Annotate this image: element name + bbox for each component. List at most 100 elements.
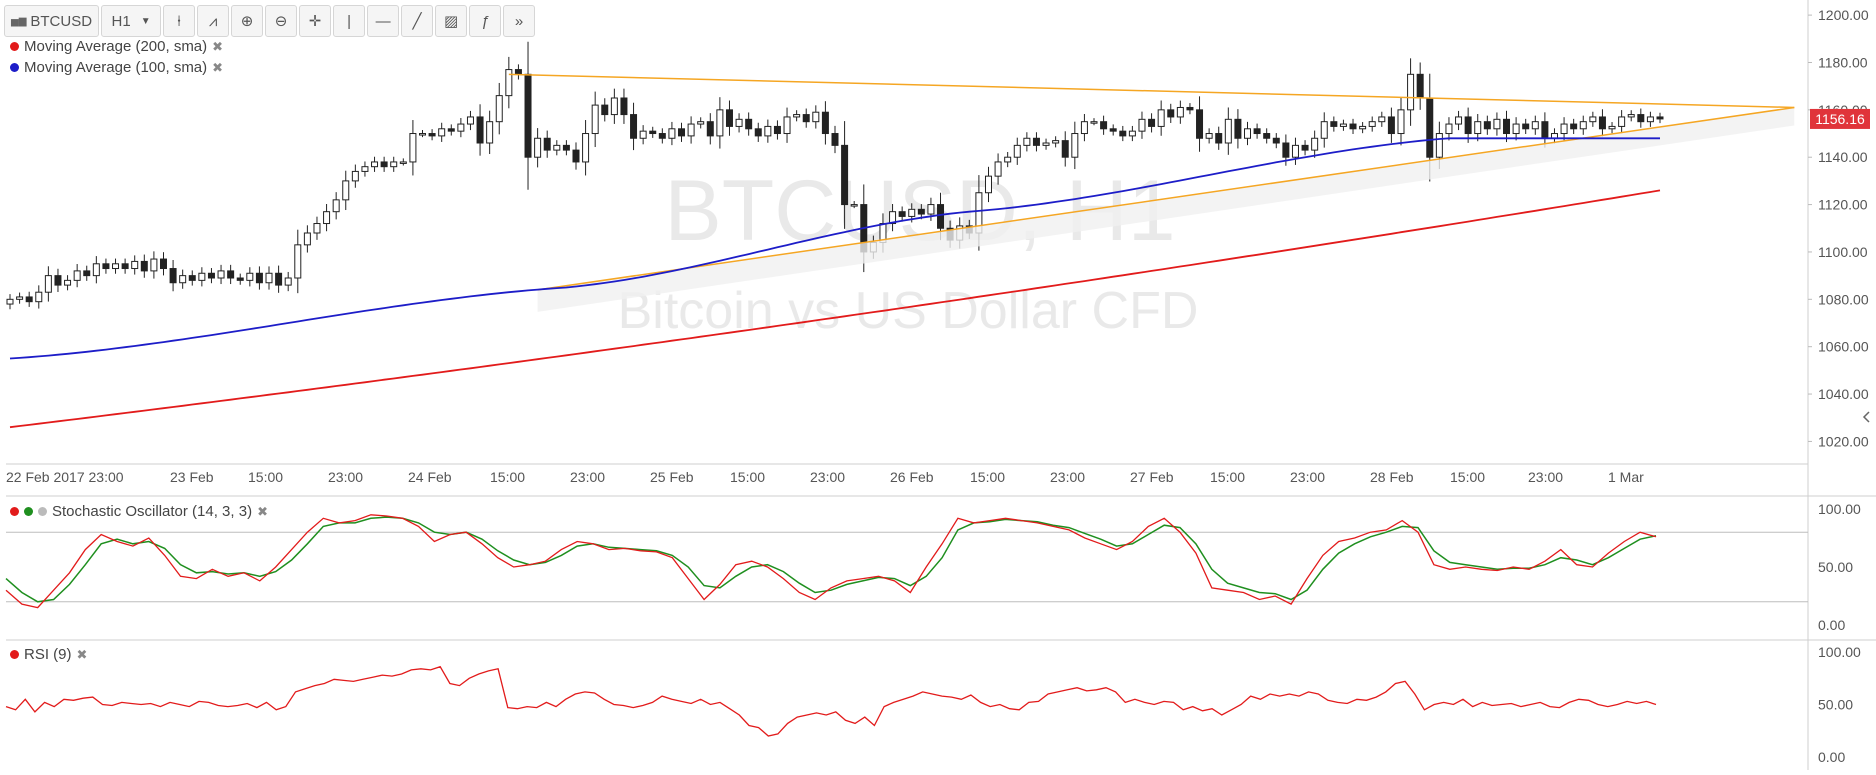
candle: [246, 267, 254, 287]
price-tick-label: 1020.00: [1818, 433, 1869, 449]
ma100-color-dot: [10, 63, 19, 72]
candle-body: [1608, 125, 1616, 130]
candle-body: [1042, 142, 1050, 146]
indicators-button[interactable]: ⩘: [197, 5, 230, 37]
candle: [188, 270, 196, 286]
crosshair-button[interactable]: ✛: [299, 5, 332, 37]
candle-body: [821, 111, 829, 135]
candle-body: [390, 161, 398, 168]
function-icon: ƒ: [480, 12, 490, 30]
candle-body: [44, 275, 52, 293]
candle-body: [1627, 114, 1635, 118]
candle-body: [1483, 121, 1491, 130]
candle: [1483, 115, 1491, 135]
candle-body: [1234, 118, 1242, 139]
price-tick-label: 1040.00: [1818, 386, 1869, 402]
resolution-label: H1: [111, 12, 131, 30]
candle: [745, 112, 753, 136]
candle: [687, 116, 695, 144]
close-icon[interactable]: ✖: [212, 38, 224, 54]
candle-body: [524, 73, 532, 158]
resolution-dropdown[interactable]: H1 ▼: [101, 5, 162, 37]
candle-body: [35, 291, 43, 303]
candle: [994, 153, 1002, 185]
candle-body: [361, 166, 369, 172]
close-icon[interactable]: ✖: [257, 503, 268, 519]
candle: [1579, 115, 1587, 135]
candle-body: [1167, 109, 1175, 118]
candle: [812, 105, 820, 129]
fibonacci-button[interactable]: ▨: [435, 5, 468, 37]
close-icon[interactable]: ✖: [76, 646, 88, 662]
zoom-in-button[interactable]: ⊕: [231, 5, 264, 37]
zoom-out-button[interactable]: ⊖: [265, 5, 298, 37]
function-button[interactable]: ƒ: [469, 5, 502, 37]
candle-body: [217, 270, 225, 279]
candle: [1301, 140, 1309, 156]
candle: [601, 98, 609, 122]
candle: [265, 266, 273, 290]
candle: [1032, 132, 1040, 152]
time-tick-label: 24 Feb: [408, 469, 452, 485]
candle: [1627, 110, 1635, 122]
candle-body: [591, 104, 599, 135]
time-tick-label: 23:00: [328, 469, 363, 485]
candle-body: [1301, 144, 1309, 151]
rsi-tick-label: 0.00: [1818, 749, 1845, 765]
stoch-k-line: [5, 514, 1657, 609]
vertical-line-icon: |: [347, 12, 352, 30]
candle-body: [1416, 73, 1424, 99]
candle-body: [73, 270, 81, 281]
candle: [1100, 115, 1108, 135]
candle-body: [54, 275, 62, 286]
fast-forward-icon: »: [514, 12, 524, 30]
candle-body: [802, 114, 810, 123]
candle: [1071, 121, 1079, 170]
candle: [1148, 113, 1156, 133]
candle: [725, 100, 733, 136]
time-tick-label: 22 Feb 2017 23:00: [6, 469, 124, 485]
bar-style-button[interactable]: ⍿: [163, 5, 196, 37]
candle: [697, 117, 705, 129]
candle: [1550, 128, 1558, 144]
candle: [169, 260, 177, 292]
stoch-level-dot: [38, 507, 47, 516]
trend-line-button[interactable]: ╱: [401, 5, 434, 37]
candle-body: [1186, 106, 1194, 111]
candle: [1618, 110, 1626, 134]
candle-body: [1589, 116, 1597, 123]
candle: [1589, 111, 1597, 127]
candle-body: [678, 128, 686, 137]
candle-body: [1205, 133, 1213, 139]
candle: [1598, 109, 1606, 137]
candle: [1387, 107, 1395, 143]
candle-body: [505, 69, 513, 97]
candle-body: [831, 133, 839, 146]
symbol-button[interactable]: ▅▆ BTCUSD: [4, 5, 100, 37]
candle-body: [601, 104, 609, 116]
horizontal-line-button[interactable]: —: [367, 5, 400, 37]
legend-ma200: Moving Average (200, sma) ✖: [10, 38, 223, 55]
candle-body: [428, 133, 436, 137]
candle-body: [793, 114, 801, 118]
close-icon[interactable]: ✖: [212, 59, 224, 75]
candle: [1224, 107, 1232, 155]
rsi-line: [5, 665, 1657, 737]
candle: [1291, 137, 1299, 165]
candle: [572, 142, 580, 170]
vertical-line-button[interactable]: |: [333, 5, 366, 37]
candle-body: [1013, 144, 1021, 158]
candle: [227, 264, 235, 285]
candle: [534, 128, 542, 168]
time-tick-label: 15:00: [248, 469, 283, 485]
candle: [1560, 117, 1568, 141]
candle-body: [1637, 114, 1645, 123]
candle-body: [323, 211, 331, 225]
fast-forward-button[interactable]: »: [503, 5, 536, 37]
candle-body: [1464, 116, 1472, 135]
candle: [1090, 118, 1098, 126]
candle-body: [1080, 121, 1088, 135]
candle-body: [303, 232, 311, 246]
candle-body: [207, 272, 215, 279]
